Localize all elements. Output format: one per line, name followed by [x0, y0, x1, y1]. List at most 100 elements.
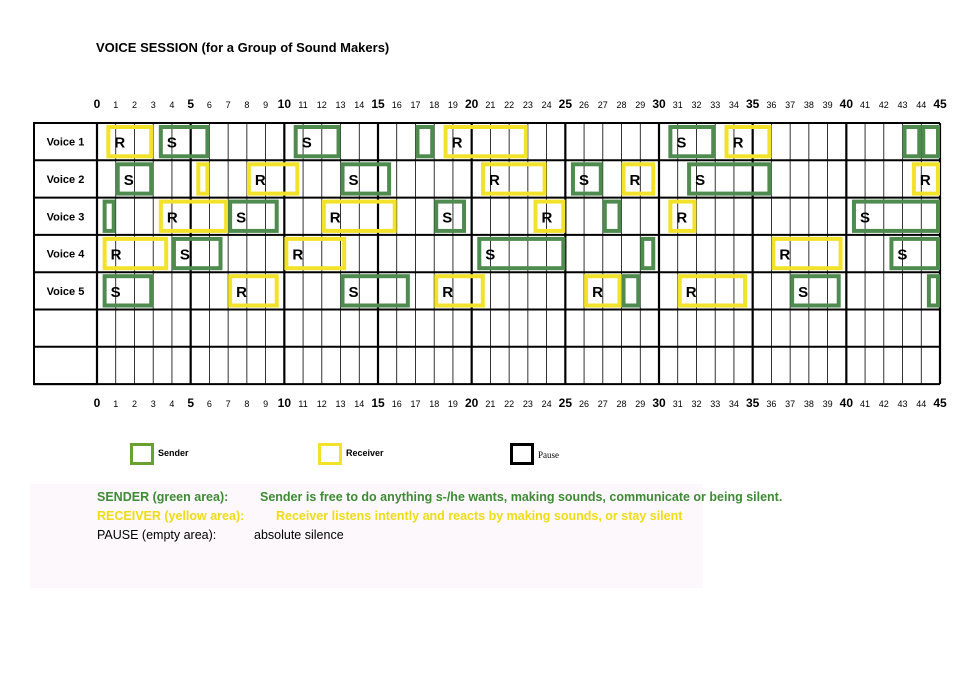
scale-label-bottom: 43 — [898, 399, 908, 409]
sender-letter: S — [579, 172, 589, 189]
scale-label-bottom: 17 — [410, 399, 420, 409]
sender-block — [687, 162, 772, 196]
sender-block — [434, 199, 467, 233]
receiver-letter: R — [686, 284, 697, 301]
scale-label-bottom: 7 — [226, 399, 231, 409]
scale-label-bottom: 18 — [429, 399, 439, 409]
scale-label-bottom: 30 — [652, 396, 666, 410]
sender-block — [602, 199, 622, 233]
sender-block — [621, 274, 641, 308]
scale-label-bottom: 5 — [187, 396, 194, 410]
scale-label-bottom: 3 — [151, 399, 156, 409]
scale-label-top: 9 — [263, 100, 268, 110]
receiver-letter: R — [292, 247, 303, 264]
scale-label-bottom: 10 — [278, 396, 292, 410]
scale-label-top: 0 — [94, 97, 101, 111]
sender-block — [889, 236, 940, 271]
scale-label-top: 24 — [542, 100, 552, 110]
receiver-block — [158, 199, 229, 233]
receiver-letter: R — [255, 172, 266, 189]
receiver-letter: R — [541, 209, 552, 226]
receiver-letter: R — [114, 135, 125, 152]
sender-block — [902, 125, 922, 159]
receiver-block — [677, 274, 748, 308]
scale-label-top: 42 — [879, 100, 889, 110]
receiver-block — [481, 162, 547, 196]
scale-label-top: 13 — [336, 100, 346, 110]
page-title: VOICE SESSION (for a Group of Sound Make… — [96, 40, 390, 55]
receiver-letter: R — [111, 247, 122, 264]
sender-letter: S — [349, 172, 359, 189]
sender-letter: S — [442, 209, 452, 226]
receiver-letter: R — [489, 172, 500, 189]
receiver-block — [771, 236, 843, 271]
scale-label-bottom: 44 — [916, 399, 926, 409]
scale-label-top: 27 — [598, 100, 608, 110]
receiver-letter: R — [733, 135, 744, 152]
scale-label-bottom: 42 — [879, 399, 889, 409]
scale-label-bottom: 38 — [804, 399, 814, 409]
scale-label-top: 17 — [410, 100, 420, 110]
scale-label-top: 4 — [169, 100, 174, 110]
scale-label-top: 31 — [673, 100, 683, 110]
sender-letter: S — [860, 209, 870, 226]
sender-letter: S — [111, 284, 121, 301]
sender-block — [158, 125, 210, 159]
receiver-letter: R — [676, 209, 687, 226]
scale-label-bottom: 4 — [169, 399, 174, 409]
sender-block — [171, 236, 223, 271]
receiver-block — [321, 199, 397, 233]
scale-label-top: 37 — [785, 100, 795, 110]
scale-label-bottom: 21 — [485, 399, 495, 409]
scale-label-bottom: 13 — [336, 399, 346, 409]
description-sender: SENDER (green area): Sender is free to d… — [97, 490, 782, 504]
scale-label-top: 21 — [485, 100, 495, 110]
scale-label-bottom: 15 — [371, 396, 385, 410]
scale-label-top: 7 — [226, 100, 231, 110]
scale-label-bottom: 16 — [392, 399, 402, 409]
description-receiver-text: Receiver listens intently and reacts by … — [276, 509, 683, 523]
scale-label-bottom: 1 — [113, 399, 118, 409]
legend-pause-label: Pause — [538, 450, 559, 460]
receiver-block — [434, 274, 485, 308]
scale-label-bottom: 22 — [504, 399, 514, 409]
sender-block — [115, 162, 154, 196]
sender-letter: S — [180, 247, 190, 264]
scale-label-bottom: 2 — [132, 399, 137, 409]
scale-label-bottom: 32 — [691, 399, 701, 409]
scale-label-top: 26 — [579, 100, 589, 110]
scale-label-top: 5 — [187, 97, 194, 111]
scale-label-bottom: 11 — [298, 399, 307, 409]
scale-label-bottom: 45 — [933, 396, 947, 410]
sender-letter: S — [676, 135, 686, 152]
receiver-block — [724, 125, 772, 159]
scale-label-top: 15 — [371, 97, 385, 111]
scale-label-bottom: 34 — [729, 399, 739, 409]
description-sender-term: SENDER (green area): — [97, 490, 229, 504]
scale-label-top: 11 — [298, 100, 307, 110]
scale-label-bottom: 27 — [598, 399, 608, 409]
sender-letter: S — [124, 172, 134, 189]
receiver-letter: R — [330, 209, 341, 226]
scale-label-bottom: 41 — [860, 399, 870, 409]
scale-label-bottom: 37 — [785, 399, 795, 409]
receiver-block — [443, 125, 528, 159]
receiver-letter: R — [442, 284, 453, 301]
receiver-letter: R — [779, 247, 790, 264]
legend-sender-label: Sender — [158, 448, 189, 458]
voice-label: Voice 4 — [47, 249, 86, 261]
receiver-block — [911, 162, 941, 196]
sender-block — [668, 125, 716, 159]
scale-label-top: 16 — [392, 100, 402, 110]
scale-label-bottom: 14 — [354, 399, 364, 409]
scale-label-bottom: 0 — [94, 396, 101, 410]
sender-letter: S — [695, 172, 705, 189]
scale-label-top: 28 — [617, 100, 627, 110]
sender-block — [477, 236, 566, 271]
scale-label-bottom: 6 — [207, 399, 212, 409]
receiver-letter: R — [236, 284, 247, 301]
scale-label-top: 41 — [860, 100, 870, 110]
scale-label-top: 1 — [113, 100, 118, 110]
sender-letter: S — [798, 284, 808, 301]
scale-label-bottom: 40 — [840, 396, 854, 410]
